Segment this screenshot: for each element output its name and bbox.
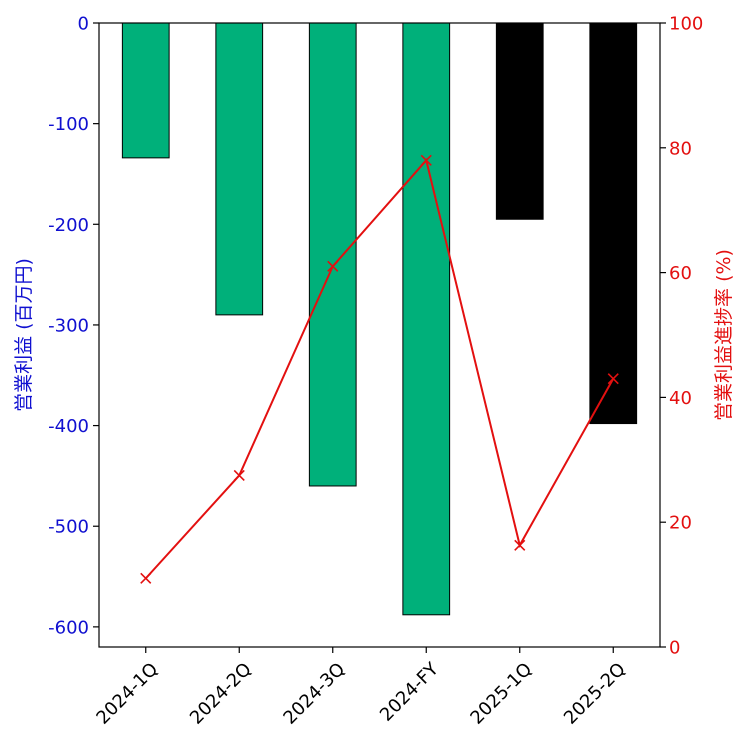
y-axis-label-right: 営業利益進捗率 (%)	[713, 249, 735, 421]
x-tick-label: 2025-2Q	[560, 659, 630, 729]
plot-frame	[98, 22, 661, 648]
x-tick-label: 2024-2Q	[186, 659, 256, 729]
y-tick-label-left: -300	[48, 315, 89, 336]
bar-group	[121, 22, 638, 616]
bar-2024-FY	[402, 22, 451, 616]
y-tick-label-right: 40	[669, 388, 692, 409]
progress-point-2024-2Q	[233, 469, 245, 481]
progress-point-2025-1Q	[514, 539, 526, 551]
x-tick-label: 2024-FY	[376, 658, 444, 726]
y-tick-label-right: 100	[669, 14, 703, 35]
y-tick-label-left: -200	[48, 215, 89, 236]
y-axis-label-left: 営業利益 (百万円)	[13, 258, 35, 412]
bar-2025-1Q	[495, 22, 544, 220]
bar-2024-2Q	[215, 22, 264, 316]
y-tick-label-right: 0	[669, 638, 680, 659]
progress-point-2024-1Q	[140, 572, 152, 584]
y-tick-label-left: -400	[48, 416, 89, 437]
progress-line-group	[140, 154, 619, 584]
y-tick-label-left: -600	[48, 617, 89, 638]
y-tick-label-left: -500	[48, 517, 89, 538]
y-tick-label-left: -100	[48, 114, 89, 135]
y-tick-label-right: 80	[669, 138, 692, 159]
x-tick-label: 2024-3Q	[279, 659, 349, 729]
x-tick-label: 2024-1Q	[92, 659, 162, 729]
y-tick-label-right: 20	[669, 513, 692, 534]
progress-point-2024-FY	[420, 154, 432, 166]
progress-point-2025-2Q	[607, 373, 619, 385]
bar-2024-1Q	[121, 22, 170, 159]
axes: 0 -100 -200 -300 -400 -500 -600 0 20 40 60 80 100 202…	[48, 14, 703, 729]
x-tick-label: 2025-1Q	[466, 659, 536, 729]
bar-2025-2Q	[589, 22, 638, 425]
y-tick-label-left: 0	[78, 14, 89, 35]
progress-line	[145, 158, 615, 580]
y-tick-label-right: 60	[669, 263, 692, 284]
progress-point-2024-3Q	[327, 260, 339, 272]
bar-2024-3Q	[308, 22, 357, 487]
